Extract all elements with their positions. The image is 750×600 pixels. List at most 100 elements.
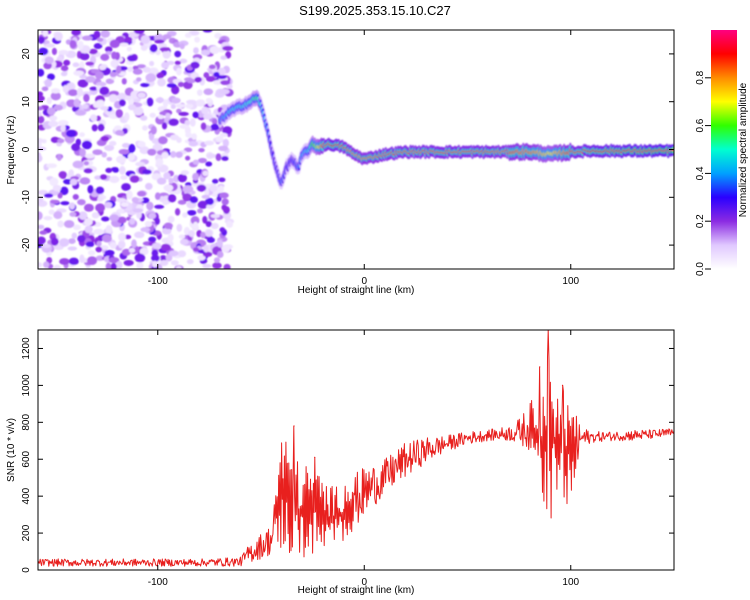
noise-speckle <box>121 78 127 85</box>
noise-speckle <box>176 223 183 232</box>
noise-speckle <box>148 236 157 243</box>
noise-speckle <box>68 169 74 177</box>
noise-speckle <box>95 246 103 253</box>
noise-speckle <box>167 215 175 223</box>
noise-speckle <box>121 183 131 191</box>
noise-speckle <box>109 39 120 49</box>
noise-speckle <box>83 161 90 166</box>
spectrogram-y-label: Frequency (Hz) <box>6 116 17 185</box>
noise-speckle <box>215 153 222 162</box>
noise-speckle <box>65 129 77 138</box>
noise-speckle <box>116 197 127 203</box>
noise-speckle <box>116 155 127 164</box>
snr-y-tick-label: 800 <box>21 414 32 431</box>
noise-speckle <box>47 73 55 81</box>
noise-speckle <box>225 51 232 59</box>
noise-speckle <box>151 242 162 249</box>
noise-speckle <box>59 238 70 247</box>
noise-speckle <box>173 174 180 183</box>
noise-speckle <box>134 253 146 263</box>
noise-speckle <box>144 220 153 228</box>
noise-speckle <box>145 73 157 83</box>
noise-speckle <box>57 220 64 228</box>
noise-speckle <box>180 170 190 176</box>
noise-speckle <box>89 86 98 91</box>
noise-speckle <box>105 262 112 269</box>
noise-speckle <box>185 103 194 109</box>
noise-speckle <box>222 45 234 51</box>
noise-speckle <box>149 112 156 118</box>
noise-speckle <box>179 43 185 50</box>
noise-speckle <box>221 155 229 161</box>
noise-speckle <box>72 160 84 169</box>
noise-speckle <box>165 112 171 118</box>
noise-speckle <box>182 185 194 194</box>
noise-speckle <box>158 136 168 145</box>
noise-speckle <box>82 103 89 110</box>
snr-line <box>38 330 674 567</box>
noise-speckle <box>42 30 49 37</box>
snr-x-tick-label: -100 <box>148 577 168 588</box>
noise-speckle <box>88 48 98 55</box>
noise-speckle <box>205 97 213 104</box>
noise-speckle <box>140 115 148 121</box>
noise-speckle <box>60 71 68 77</box>
spectrogram-x-tick-label: 100 <box>562 276 579 287</box>
noise-speckle <box>117 216 127 224</box>
noise-speckle <box>202 170 209 177</box>
noise-speckle <box>184 32 192 38</box>
noise-speckle <box>131 239 137 249</box>
snr-x-label: Height of straight line (km) <box>298 585 415 596</box>
noise-speckle <box>170 104 176 110</box>
noise-speckle <box>69 40 77 49</box>
noise-speckle <box>38 106 44 111</box>
noise-speckle <box>69 202 76 210</box>
noise-speckle <box>156 177 167 185</box>
noise-speckle <box>98 64 107 71</box>
noise-speckle <box>222 126 233 135</box>
noise-speckle <box>79 52 90 61</box>
noise-speckle <box>218 185 225 193</box>
noise-speckle <box>85 61 95 66</box>
noise-speckle <box>148 132 155 141</box>
noise-speckle <box>96 37 104 42</box>
noise-speckle <box>202 216 208 224</box>
noise-speckle <box>105 78 115 85</box>
noise-speckle <box>216 250 224 258</box>
noise-speckle <box>163 172 171 180</box>
noise-speckle <box>136 262 144 269</box>
noise-speckle <box>146 201 154 211</box>
noise-speckle <box>204 140 215 146</box>
noise-speckle <box>186 259 194 265</box>
noise-speckle <box>218 88 230 95</box>
noise-speckle <box>50 91 61 101</box>
noise-speckle <box>56 153 62 161</box>
noise-speckle <box>190 61 200 69</box>
noise-speckle <box>72 193 79 200</box>
noise-speckle <box>166 83 177 88</box>
noise-speckle <box>96 139 107 147</box>
noise-speckle <box>79 177 91 185</box>
noise-speckle <box>126 190 133 200</box>
noise-speckle <box>120 175 128 180</box>
noise-speckle <box>139 146 150 155</box>
noise-speckle <box>212 178 219 184</box>
noise-speckle <box>161 61 170 69</box>
noise-speckle <box>205 161 213 167</box>
noise-speckle <box>85 76 96 83</box>
noise-speckle <box>226 84 233 89</box>
noise-speckle <box>67 246 78 251</box>
noise-speckle <box>77 199 86 206</box>
noise-speckle <box>146 97 154 107</box>
noise-speckle <box>202 30 213 33</box>
noise-speckle <box>159 255 167 262</box>
noise-speckle <box>71 232 78 239</box>
snr-y-tick-label: 0 <box>21 567 32 573</box>
noise-speckle <box>53 211 63 220</box>
noise-speckle <box>142 66 151 73</box>
noise-speckle <box>124 112 130 121</box>
noise-speckle <box>87 185 94 194</box>
spectrogram-y-tick-label: -20 <box>21 237 32 252</box>
noise-speckle <box>189 196 198 204</box>
noise-speckle <box>157 114 164 120</box>
